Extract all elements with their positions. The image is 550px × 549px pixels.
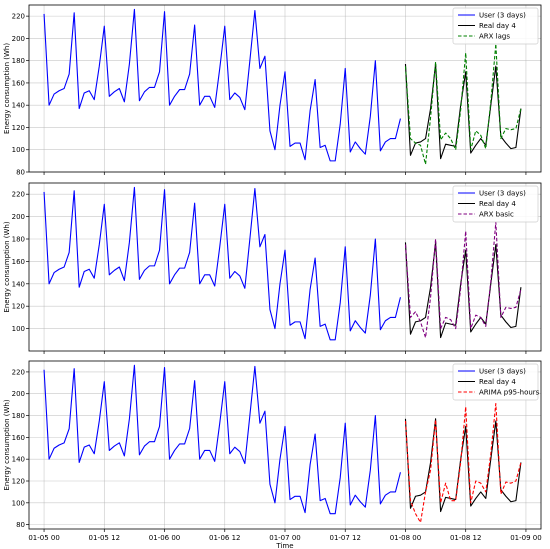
- legend-entry: ARIMA p95-hours: [479, 389, 540, 397]
- x-tick-label: 01-06 00: [149, 534, 180, 542]
- y-tick-label: 100: [12, 499, 25, 507]
- y-tick-label: 200: [12, 35, 25, 43]
- series-line-3: [404, 43, 522, 165]
- series-line-3: [404, 221, 522, 339]
- y-tick-label: 120: [12, 478, 25, 486]
- legend-box: [452, 7, 539, 45]
- legend: User (3 days) Real day 4 ARX lags: [452, 7, 539, 45]
- x-tick-label: 01-06 12: [209, 534, 240, 542]
- x-tick-label: 01-05 12: [89, 534, 120, 542]
- y-tick-label: 160: [12, 434, 25, 442]
- chart-panel-2: 100 120 140 160 180 200 220 Energy consumption …: [3, 182, 542, 354]
- y-tick-label: 160: [12, 79, 25, 87]
- chart-panel-3: 80 100 120 140 160 180 200 220 01-05 00 01-05 12 0…: [3, 360, 542, 549]
- legend-box: [452, 185, 539, 223]
- plot-frame: [28, 4, 542, 173]
- series-line-2: [404, 241, 522, 339]
- y-tick-label: 140: [12, 102, 25, 110]
- legend-entry: ARX basic: [479, 211, 514, 219]
- legend-entry: User (3 days): [479, 12, 526, 20]
- legend-entry: Real day 4: [479, 200, 516, 208]
- series-line-1: [43, 8, 401, 162]
- legend-entry: Real day 4: [479, 22, 516, 30]
- y-tick-label: 220: [12, 368, 25, 376]
- plot-frame: [28, 360, 542, 530]
- x-axis-title: Time: [275, 542, 293, 549]
- legend-box: [452, 363, 539, 401]
- legend: User (3 days) Real day 4 ARX basic: [452, 185, 539, 223]
- plot-frame: [28, 182, 542, 352]
- y-tick-label: 160: [12, 258, 25, 266]
- y-axis-title: Energy consumption (Wh): [3, 399, 11, 490]
- legend-entry: ARX lags: [479, 33, 510, 41]
- y-tick-label: 120: [12, 303, 25, 311]
- legend: User (3 days) Real day 4 ARIMA p95-hours: [452, 363, 540, 401]
- legend-entry: Real day 4: [479, 378, 516, 386]
- y-tick-label: 100: [12, 146, 25, 154]
- chart-panel-1: 80 100 120 140 160 180 200 220 Energy consumptio…: [3, 4, 542, 177]
- x-tick-label: 01-08 12: [450, 534, 481, 542]
- y-tick-label: 180: [12, 57, 25, 65]
- y-tick-label: 140: [12, 280, 25, 288]
- x-tick-label: 01-07 12: [329, 534, 360, 542]
- y-tick-label: 80: [16, 169, 25, 177]
- y-tick-label: 180: [12, 412, 25, 420]
- y-axis-title: Energy consumption (Wh): [3, 43, 11, 134]
- y-tick-label: 140: [12, 456, 25, 464]
- legend-entry: User (3 days): [479, 368, 526, 376]
- x-tick-label: 01-05 00: [28, 534, 59, 542]
- y-tick-label: 200: [12, 390, 25, 398]
- y-tick-label: 220: [12, 13, 25, 21]
- y-tick-label: 180: [12, 236, 25, 244]
- series-line-3: [404, 402, 522, 524]
- y-tick-label: 200: [12, 213, 25, 221]
- x-tick-label: 01-08 00: [390, 534, 421, 542]
- y-tick-label: 100: [12, 325, 25, 333]
- legend-entry: User (3 days): [479, 190, 526, 198]
- y-axis-title: Energy consumption (Wh): [3, 221, 11, 312]
- x-tick-label: 01-09 00: [510, 534, 541, 542]
- series-line-1: [43, 186, 401, 341]
- series-line-1: [43, 364, 401, 515]
- y-tick-label: 80: [16, 521, 25, 529]
- y-tick-label: 220: [12, 191, 25, 199]
- x-tick-label: 01-07 00: [269, 534, 300, 542]
- y-tick-label: 120: [12, 124, 25, 132]
